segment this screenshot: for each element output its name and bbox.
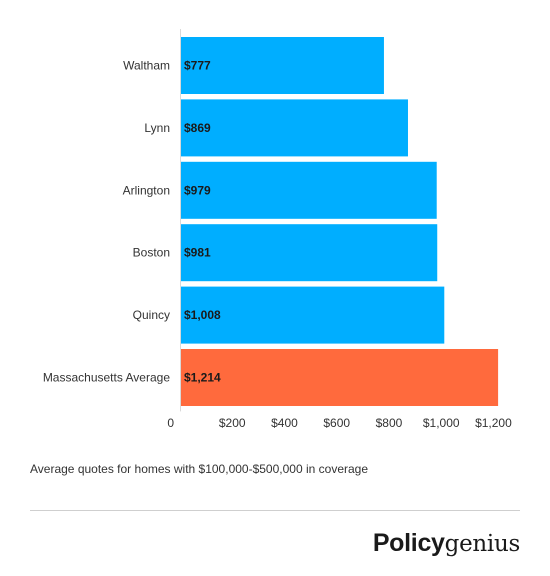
value-label-massachusetts-average: $1,214 — [184, 371, 221, 385]
category-labels-group: Waltham Lynn Arlington Boston Quincy Massachu… — [43, 59, 171, 385]
x-tick-label-1000: $1,000 — [423, 416, 460, 430]
x-tick-label-400: $400 — [271, 416, 298, 430]
bar-lynn — [181, 99, 408, 157]
logo-text-bold: Policy — [372, 529, 445, 557]
bar-chart: Waltham Lynn Arlington Boston Quincy Massachu… — [43, 29, 512, 430]
x-tick-label-600: $600 — [323, 416, 350, 430]
value-label-quincy: $1,008 — [184, 308, 221, 322]
category-label-arlington: Arlington — [123, 183, 170, 197]
category-label-boston: Boston — [133, 246, 170, 260]
footer-divider — [30, 510, 520, 511]
x-tick-label-0: 0 — [167, 416, 174, 430]
value-label-boston: $981 — [184, 246, 211, 260]
value-label-arlington: $979 — [184, 183, 211, 197]
x-tick-label-1200: $1,200 — [475, 416, 512, 430]
value-label-waltham: $777 — [184, 59, 211, 73]
bar-arlington — [181, 161, 437, 219]
logo-text-light: genius — [444, 531, 521, 557]
value-labels-group: $777 $869 $979 $981 $1,008 $1,214 — [184, 59, 221, 385]
bar-massachusetts-average — [181, 349, 499, 406]
category-label-quincy: Quincy — [133, 308, 170, 322]
category-label-lynn: Lynn — [144, 121, 170, 135]
bar-waltham — [181, 37, 384, 94]
x-axis-ticks-group: 0 $200 $400 $600 $800 $1,000 $1,200 — [167, 416, 512, 430]
bar-boston — [181, 224, 438, 282]
chart-caption: Average quotes for homes with $100,000-$… — [30, 462, 369, 476]
x-tick-label-200: $200 — [219, 416, 246, 430]
category-label-massachusetts-average: Massachusetts Average — [43, 371, 171, 385]
category-label-waltham: Waltham — [123, 59, 170, 73]
policygenius-logo: Policygenius — [373, 528, 520, 559]
value-label-lynn: $869 — [184, 121, 211, 135]
bars-group — [181, 37, 499, 406]
bar-quincy — [181, 286, 445, 344]
x-tick-label-800: $800 — [376, 416, 403, 430]
